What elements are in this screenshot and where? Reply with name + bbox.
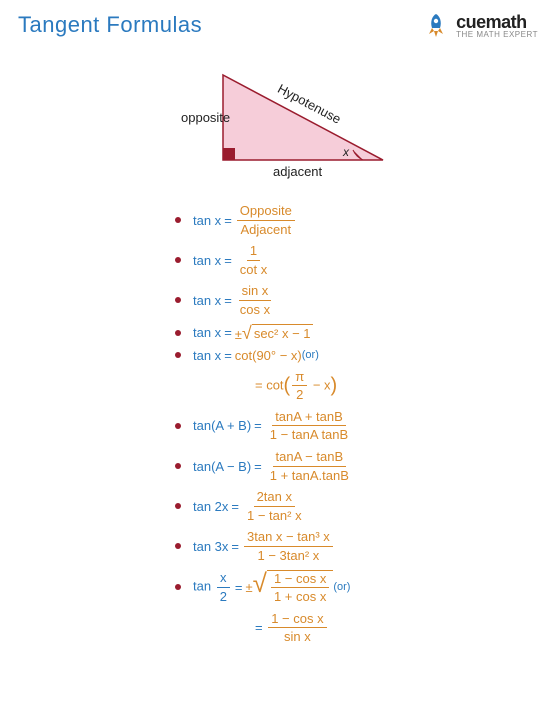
formula-row: tan x2=±√1 − cos x1 + cos x (or) bbox=[175, 570, 556, 605]
bullet-icon bbox=[175, 423, 181, 429]
formula-row: = cot(π2 − x) bbox=[255, 369, 556, 403]
triangle-diagram: opposite Hypotenuse adjacent x bbox=[0, 60, 556, 185]
brand-name: cuemath bbox=[456, 13, 538, 31]
formula-row: tan 2x=2tan x1 − tan² x bbox=[175, 489, 556, 523]
brand-logo: cuemath THE MATH EXPERT bbox=[422, 12, 538, 40]
formula-row: tan(A + B)=tanA + tanB1 − tanA tanB bbox=[175, 409, 556, 443]
bullet-icon bbox=[175, 297, 181, 303]
bullet-icon bbox=[175, 463, 181, 469]
formula-row: tan(A − B)=tanA − tanB1 + tanA.tanB bbox=[175, 449, 556, 483]
brand-tagline: THE MATH EXPERT bbox=[456, 31, 538, 39]
bullet-icon bbox=[175, 543, 181, 549]
rocket-icon bbox=[422, 12, 450, 40]
bullet-icon bbox=[175, 584, 181, 590]
label-adjacent: adjacent bbox=[273, 164, 323, 179]
bullet-icon bbox=[175, 257, 181, 263]
bullet-icon bbox=[175, 330, 181, 336]
bullet-icon bbox=[175, 503, 181, 509]
formula-row: tan x=OppositeAdjacent bbox=[175, 203, 556, 237]
page-title: Tangent Formulas bbox=[18, 12, 202, 38]
label-opposite: opposite bbox=[181, 110, 230, 125]
formula-row: tan x=sin xcos x bbox=[175, 283, 556, 317]
bullet-icon bbox=[175, 352, 181, 358]
formula-row: tan x=±√sec² x − 1 bbox=[175, 324, 556, 342]
formula-row: tan x=1cot x bbox=[175, 243, 556, 277]
label-angle: x bbox=[342, 145, 350, 159]
formula-row: tan 3x=3tan x − tan³ x1 − 3tan² x bbox=[175, 529, 556, 563]
formula-list: tan x=OppositeAdjacent tan x=1cot x tan x=… bbox=[175, 203, 556, 645]
formula-row: = 1 − cos xsin x bbox=[255, 611, 556, 645]
formula-row: tan x=cot(90° − x) (or) bbox=[175, 348, 556, 363]
bullet-icon bbox=[175, 217, 181, 223]
